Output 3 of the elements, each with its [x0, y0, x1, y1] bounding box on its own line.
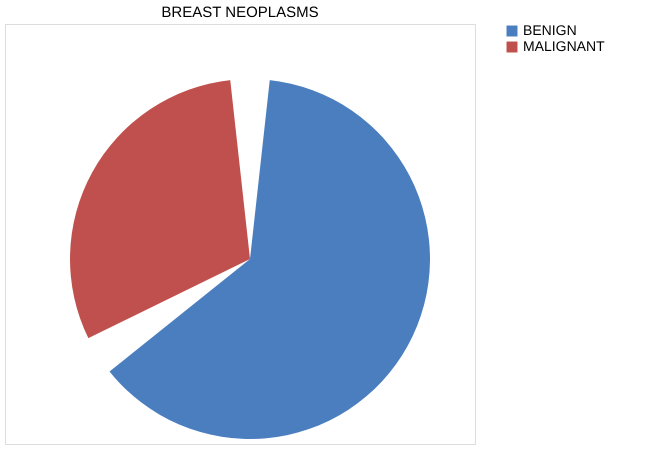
legend-label: MALIGNANT	[523, 38, 606, 54]
legend-label: BENIGN	[523, 22, 577, 38]
chart-title: BREAST NEOPLASMS	[161, 4, 319, 21]
